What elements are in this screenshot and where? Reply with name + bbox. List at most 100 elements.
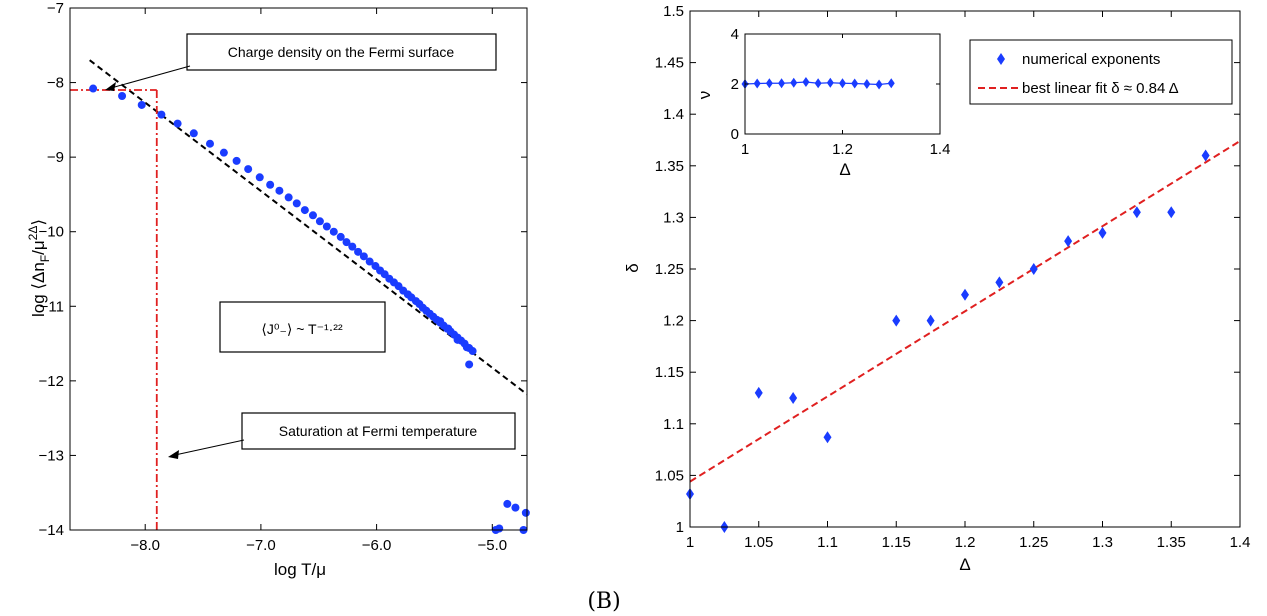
left-data-point (495, 524, 504, 533)
legend: numerical exponents best linear fit δ ≈ … (969, 39, 1233, 105)
left-xtick-label: −5.0 (477, 537, 507, 554)
left-plot-frame (69, 7, 528, 531)
left-data-point (255, 173, 264, 182)
inset-xtick-label: 1.2 (832, 141, 853, 158)
inset-data-point (851, 78, 859, 89)
left-ytick-label: −11 (40, 298, 64, 315)
left-xtick-label: −6.0 (362, 537, 392, 554)
right-data-point (754, 386, 763, 399)
left-ytick-label: −12 (39, 373, 64, 390)
right-data-point (1064, 235, 1073, 248)
left-y-axis-label: log ⟨ΔnF/μ2Δ⟩ (26, 219, 52, 317)
right-xtick-label: 1.2 (955, 534, 976, 551)
left-ytick-label: −8 (47, 75, 64, 92)
right-xtick-label: 1.25 (1019, 534, 1048, 551)
right-ytick-label: 1.25 (655, 261, 684, 278)
inset-xtick-label: 1.4 (930, 141, 951, 158)
left-data-point (118, 91, 127, 100)
left-ticks: −8.0 −7.0 −6.0 −5.0 −14 −13 −12 −11 −10 −9 −8 −7 (39, 0, 527, 554)
left-data-point (465, 360, 474, 369)
left-data-point (436, 317, 445, 326)
inset-data-point (839, 78, 846, 89)
right-x-axis-label: Δ (959, 555, 970, 574)
left-data-point (503, 499, 512, 508)
inset-ytick-label: 2 (731, 76, 739, 93)
legend-marker-numerical (997, 53, 1005, 65)
right-data-point (1201, 149, 1210, 162)
right-data-point (926, 314, 935, 327)
left-data-point (157, 110, 166, 119)
inset-ticks: 1 1.2 1.4 0 2 4 (731, 26, 951, 158)
left-annotation-charge: Charge density on the Fermi surface (228, 44, 455, 60)
left-xtick-label: −8.0 (130, 537, 160, 554)
left-data-point (266, 180, 275, 189)
left-data-point (511, 503, 520, 512)
right-data-point (961, 288, 969, 301)
inset-x-axis-label: Δ (839, 160, 850, 179)
left-data-point (244, 165, 253, 174)
panel-label-b: (B) (587, 589, 620, 614)
right-ytick-label: 1.05 (655, 467, 684, 484)
inset-data-point (753, 78, 761, 89)
left-ytick-label: −14 (39, 522, 64, 539)
right-ytick-label: 1.35 (655, 158, 684, 175)
right-ytick-label: 1.3 (663, 209, 684, 226)
left-xtick-label: −7.0 (246, 537, 276, 554)
left-data-point (354, 247, 363, 256)
left-data-point (329, 227, 338, 236)
left-ytick-label: −9 (47, 149, 64, 166)
left-x-axis-label: log T/μ (274, 560, 326, 579)
inset-xtick-label: 1 (741, 141, 749, 158)
left-annotation-arrow-charge (110, 65, 191, 89)
legend-label-fit: best linear fit δ ≈ 0.84 Δ (1022, 80, 1179, 97)
inset-data-point (765, 78, 773, 89)
left-data-point (284, 193, 293, 202)
inset-data-marks (741, 77, 895, 90)
left-data-point (468, 347, 477, 356)
left-data-point (365, 257, 374, 266)
left-data-point (308, 211, 317, 220)
inset-y-axis-label: ν (695, 91, 714, 100)
inset-chart: 1 1.2 1.4 0 2 4 Δ ν (695, 26, 950, 179)
right-ytick-label: 1.15 (655, 364, 684, 381)
left-data-point (137, 100, 146, 109)
left-annotation-arrowhead-saturation (168, 450, 179, 459)
right-data-point (1029, 263, 1038, 275)
left-annotation-box-powerlaw (219, 301, 386, 353)
left-annotation-box-saturation (241, 412, 516, 450)
inset-data-point (814, 78, 822, 89)
right-data-point (995, 276, 1004, 289)
inset-data-point (826, 77, 834, 88)
right-chart: 1 1.05 1.1 1.15 1.2 1.25 1.3 1.35 1.4 1 1.05 1.1 1.1… (623, 3, 1250, 574)
right-ytick-label: 1.5 (663, 3, 684, 20)
left-data-point (300, 206, 309, 215)
right-ytick-label: 1.4 (663, 106, 684, 123)
left-data-point (315, 217, 324, 226)
left-data-point (292, 199, 301, 208)
left-data-point (205, 139, 214, 148)
inset-data-point (802, 77, 810, 87)
left-data-point (275, 186, 284, 195)
left-data-point (444, 324, 453, 333)
right-data-point (1132, 206, 1141, 219)
right-plot-frame (689, 10, 1241, 528)
inset-ytick-label: 0 (731, 126, 739, 143)
left-annotation-box-charge (186, 33, 497, 71)
left-data-point (322, 222, 331, 231)
right-data-marks (686, 140, 1241, 533)
inset-data-point (863, 79, 871, 89)
right-data-point (1098, 226, 1107, 239)
right-ticks: 1 1.05 1.1 1.15 1.2 1.25 1.3 1.35 1.4 1 1.05 1.1 1.1… (655, 3, 1251, 551)
left-annotation-arrow-saturation (174, 439, 245, 456)
right-data-point (892, 314, 901, 327)
legend-box (969, 39, 1233, 105)
right-xtick-label: 1 (686, 534, 694, 551)
right-xtick-label: 1.05 (744, 534, 773, 551)
inset-data-point (887, 78, 895, 89)
left-data-point (173, 119, 182, 128)
left-data-point (189, 129, 198, 138)
left-data-marks (70, 59, 530, 534)
left-data-point (219, 148, 228, 157)
legend-label-numerical: numerical exponents (1022, 51, 1160, 68)
